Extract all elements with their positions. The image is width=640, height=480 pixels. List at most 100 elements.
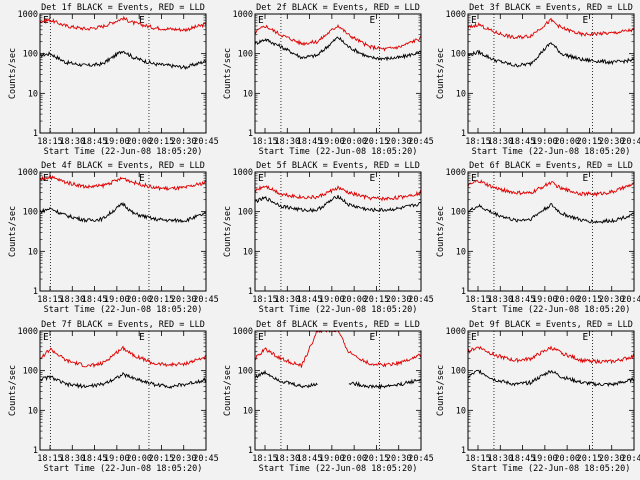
x-axis-label: Start Time (22-Jun-08 18:05:20) [259,147,418,157]
x-tick-label: 20:15 [577,295,603,305]
panel-title: Det 9f BLACK = Events, RED = LLD [469,320,633,330]
x-tick-label: 18:30 [274,137,300,147]
marker-label: E [43,332,49,343]
marker-label: E [471,15,477,26]
plot-frame [467,171,635,292]
y-tick-label: 1000 [446,10,466,20]
panel-title: Det 3f BLACK = Events, RED = LLD [469,3,633,13]
x-tick-label: 18:15 [465,295,491,305]
x-tick-label: 18:15 [465,454,491,464]
y-tick-label: 10 [243,89,253,99]
x-tick-label: 20:00 [126,454,152,464]
plot-frame [254,171,422,292]
marker-label: E [583,15,589,26]
marker-label: E [370,15,376,26]
y-tick-label: 1000 [18,327,38,337]
lld-series-line [254,330,422,368]
y-axis-label: Counts/sec [436,206,446,257]
panel-det-9: Det 9f BLACK = Events, RED = LLD E E 1 10 100… [436,320,640,474]
y-tick-label: 10 [456,247,466,257]
marker-label: E [583,173,589,184]
x-tick-label: 19:00 [532,454,558,464]
x-axis-label: Start Time (22-Jun-08 18:05:20) [472,147,631,157]
events-series-line [254,369,422,390]
y-tick-label: 1000 [446,168,466,178]
x-tick-label: 20:00 [341,295,367,305]
marker-label: E [139,173,145,184]
x-tick-label: 20:15 [149,137,175,147]
panel-det-5: Det 5f BLACK = Events, RED = LLD E E 1 10 100… [223,161,434,315]
x-tick-label: 19:00 [532,137,558,147]
panel-det-8: Det 8f BLACK = Events, RED = LLD E E 1 10 100… [223,320,434,474]
y-tick-label: 10 [28,247,38,257]
x-axis-label: Start Time (22-Jun-08 18:05:20) [472,464,631,474]
y-tick-label: 100 [451,208,466,218]
x-tick-label: 18:15 [37,295,63,305]
y-tick-label: 100 [451,50,466,60]
panel-title: Det 1f BLACK = Events, RED = LLD [41,3,205,13]
x-tick-label: 19:00 [104,454,130,464]
x-tick-label: 20:45 [408,137,434,147]
events-series-line [39,50,207,70]
plot-frame [254,330,422,451]
x-tick-label: 20:15 [364,137,390,147]
x-tick-label: 18:15 [252,137,278,147]
lld-series-line [39,175,207,192]
x-tick-label: 20:15 [364,454,390,464]
y-tick-label: 1 [33,287,38,297]
x-tick-label: 20:45 [193,137,219,147]
y-axis-label: Counts/sec [223,206,233,257]
y-tick-label: 1 [33,446,38,456]
x-tick-label: 20:30 [386,454,412,464]
x-tick-label: 18:45 [510,295,536,305]
marker-label: E [139,332,145,343]
y-tick-label: 1000 [18,168,38,178]
events-series-line [467,369,635,387]
panel-det-3: Det 3f BLACK = Events, RED = LLD E E 1 10 100… [436,3,640,157]
x-tick-label: 20:15 [577,454,603,464]
x-tick-label: 18:30 [274,454,300,464]
y-tick-label: 100 [238,50,253,60]
x-axis-label: Start Time (22-Jun-08 18:05:20) [259,464,418,474]
x-tick-label: 18:45 [82,295,108,305]
x-tick-label: 19:00 [319,295,345,305]
x-tick-label: 18:45 [297,454,323,464]
y-tick-label: 100 [23,50,38,60]
x-tick-label: 18:15 [465,137,491,147]
x-tick-label: 18:30 [59,137,85,147]
y-tick-label: 100 [23,208,38,218]
x-tick-label: 18:30 [59,295,85,305]
marker-label: E [258,332,264,343]
x-tick-label: 18:30 [59,454,85,464]
plot-frame [254,13,422,134]
y-axis-label: Counts/sec [223,48,233,99]
marker-label: E [258,173,264,184]
y-tick-label: 1000 [233,10,253,20]
marker-label: E [258,15,264,26]
y-tick-label: 1 [248,446,253,456]
lld-series-line [467,345,635,365]
events-series-line [39,201,206,224]
events-series-line [254,36,422,62]
x-tick-label: 20:30 [171,137,197,147]
y-tick-label: 1000 [233,168,253,178]
x-tick-label: 20:15 [577,137,603,147]
y-axis-label: Counts/sec [436,365,446,416]
x-tick-label: 20:00 [341,137,367,147]
panel-title: Det 4f BLACK = Events, RED = LLD [41,161,205,171]
panel-title: Det 5f BLACK = Events, RED = LLD [256,161,420,171]
x-axis-label: Start Time (22-Jun-08 18:05:20) [44,305,203,315]
y-tick-label: 100 [238,367,253,377]
x-tick-label: 20:15 [149,295,175,305]
x-tick-label: 18:15 [252,454,278,464]
x-tick-label: 20:45 [408,295,434,305]
plot-frame [467,330,635,451]
x-tick-label: 20:30 [599,295,625,305]
x-tick-label: 20:00 [554,295,580,305]
x-tick-label: 20:45 [621,454,640,464]
marker-label: E [471,332,477,343]
x-tick-label: 18:45 [510,454,536,464]
panel-title: Det 7f BLACK = Events, RED = LLD [41,320,205,330]
